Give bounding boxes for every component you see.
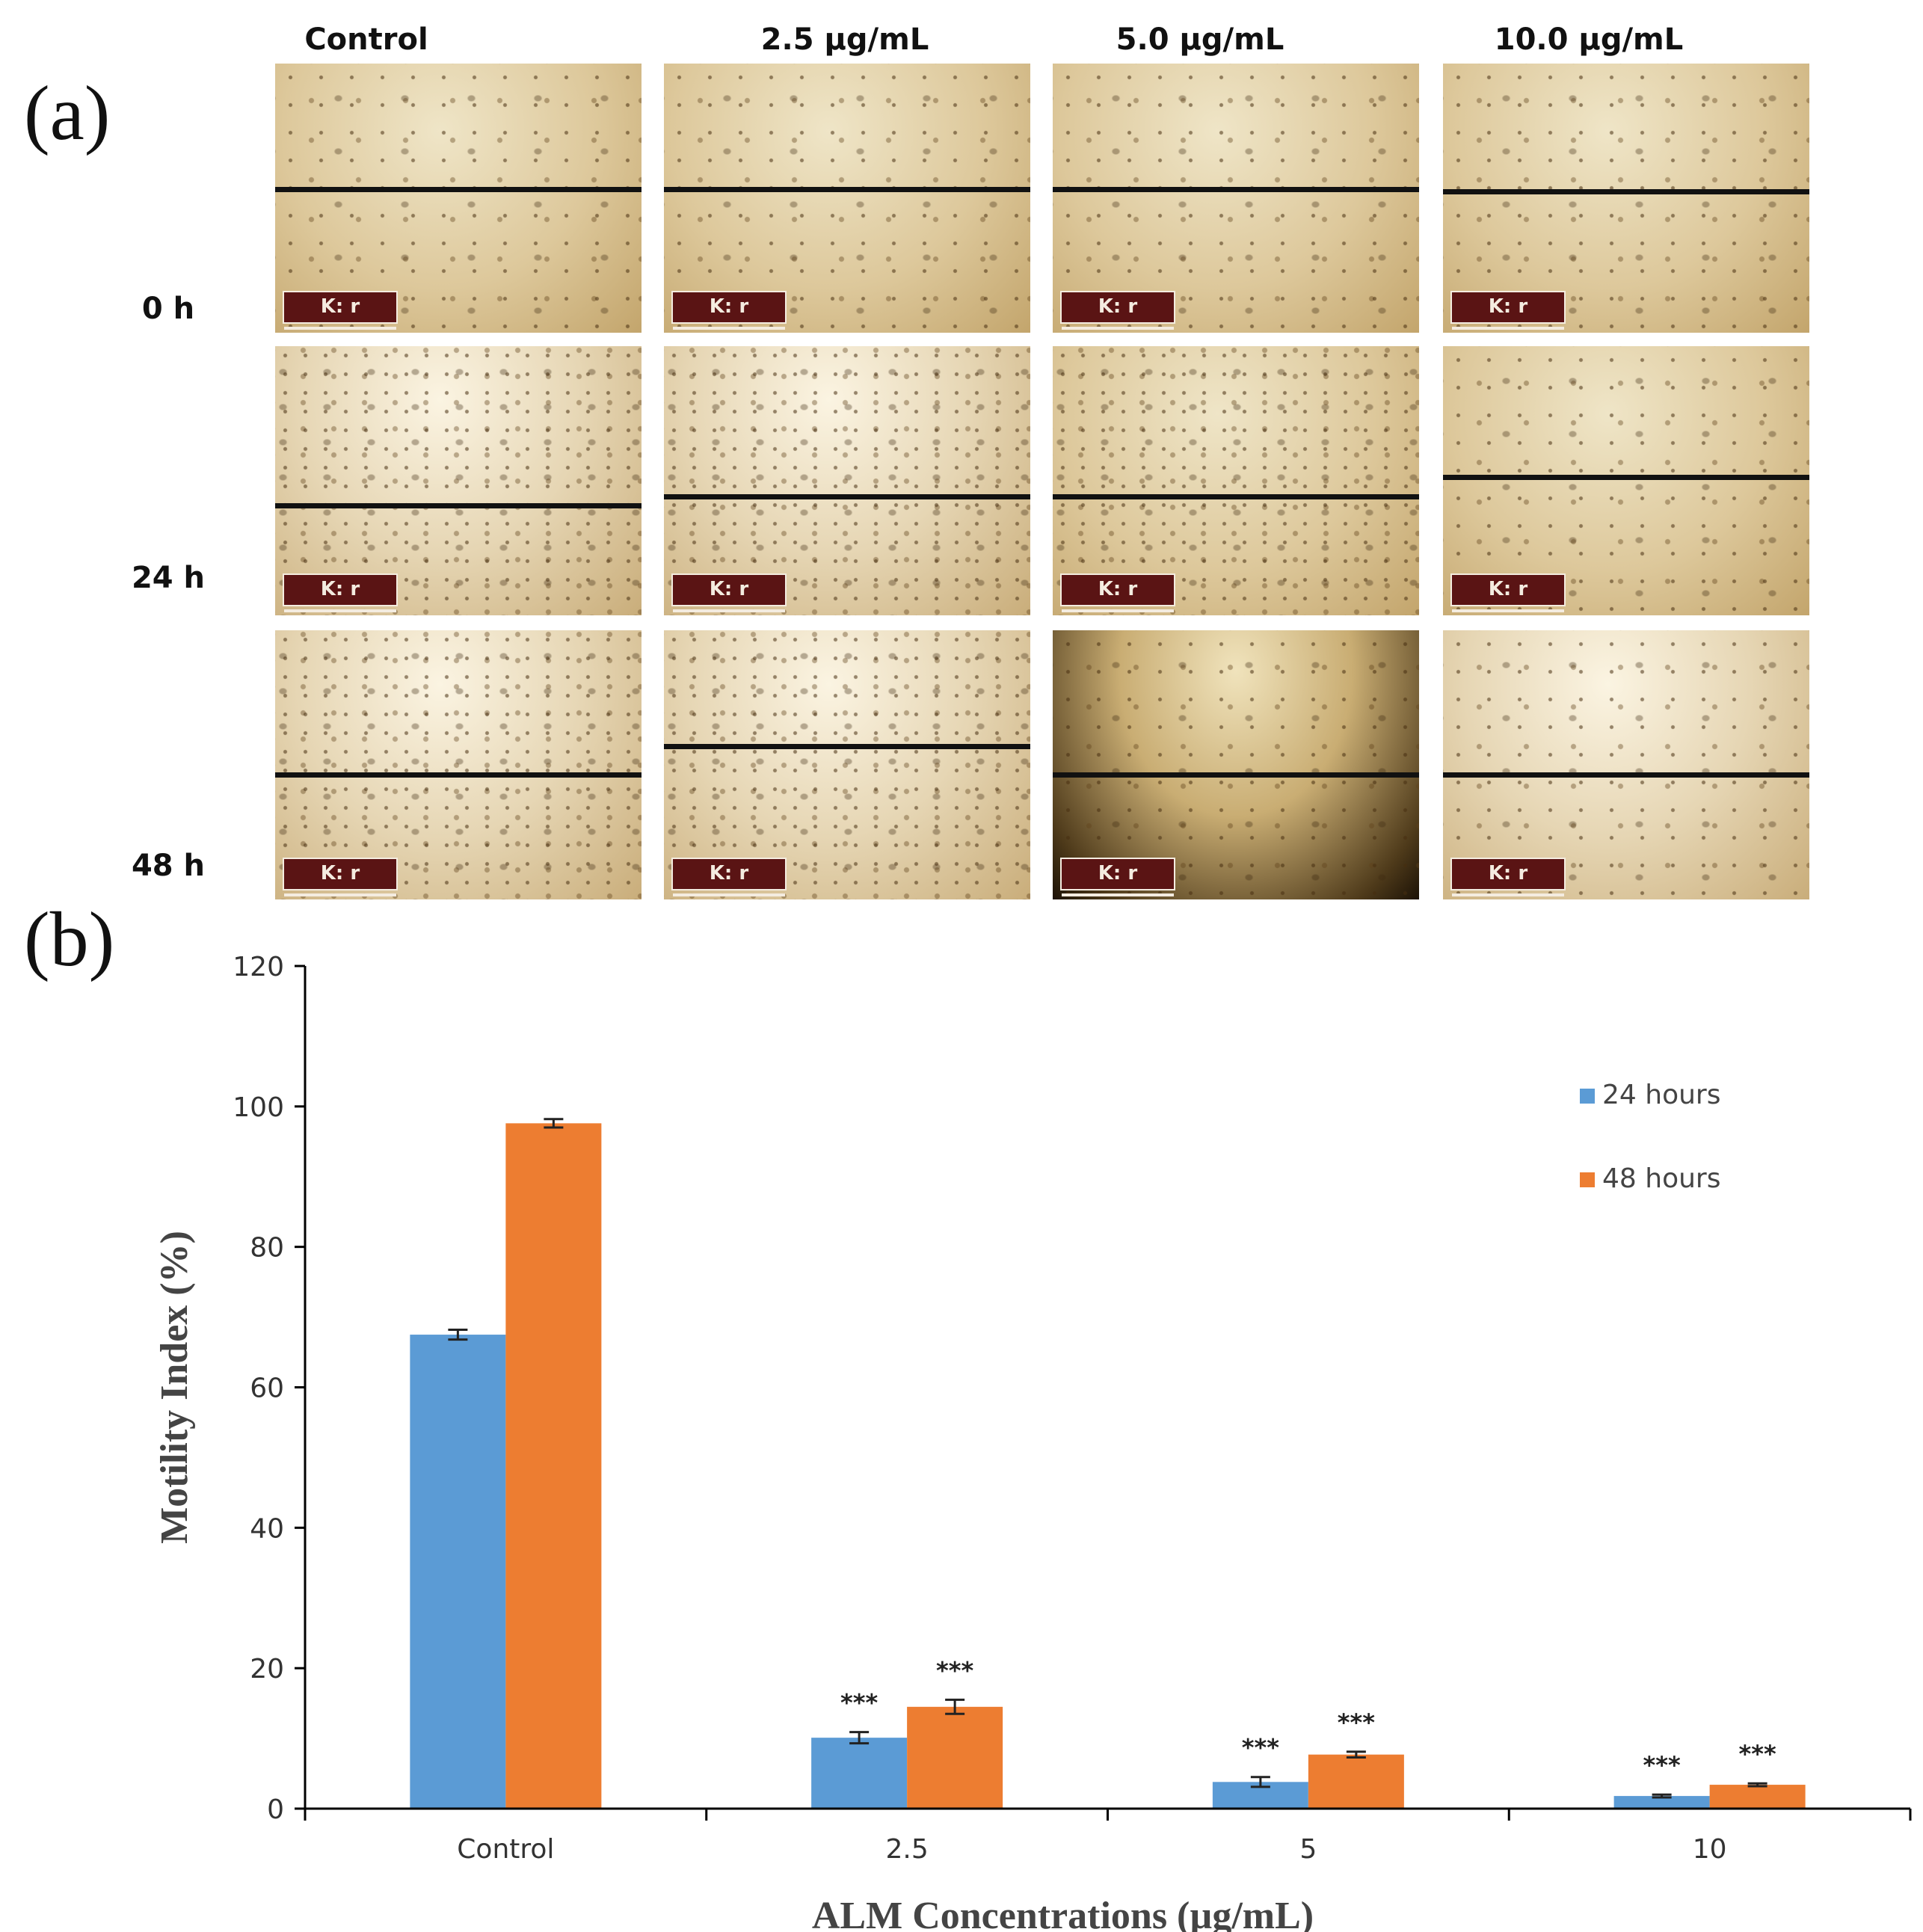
row-header-0h: 0 h [141,292,195,326]
scale-bar-label: K: r [1098,295,1138,318]
y-tick-label: 40 [250,1513,284,1544]
scale-bar: K: r [1450,858,1566,896]
y-tick-label: 60 [250,1373,284,1404]
scale-bar: K: r [1450,291,1566,330]
scale-bar: K: r [1060,573,1175,612]
scale-bar-label: K: r [1098,862,1138,885]
scale-bar-label: K: r [709,578,749,600]
x-tick-label: 2.5 [885,1834,928,1865]
column-header-10-0: 10.0 µg/mL [1494,22,1684,57]
scale-bar: K: r [671,573,787,612]
y-axis-title: Motility Index (%) [153,1231,196,1544]
scale-bar-label: K: r [320,295,360,318]
bar-48h [1709,1785,1806,1809]
column-header-5-0: 5.0 µg/mL [1116,22,1284,57]
significance-marker: *** [1338,1708,1375,1737]
bar-48h [1308,1754,1404,1809]
micrograph-5-0-24h: K: r [1053,346,1419,615]
micrograph-10-0-0h: K: r [1443,64,1809,333]
scale-bar: K: r [1060,291,1175,330]
x-tick-label: 10 [1693,1834,1727,1865]
micrograph-control-24h: K: r [275,346,641,615]
y-tick-label: 0 [267,1794,284,1825]
bar-24h [410,1335,506,1809]
scale-bar-label: K: r [1488,862,1528,885]
significance-marker: *** [936,1656,973,1685]
significance-marker: *** [1242,1734,1279,1762]
scale-bar: K: r [1060,858,1175,896]
bar-24h [811,1738,908,1809]
column-header-control: Control [304,22,428,57]
scale-bar-label: K: r [1488,295,1528,318]
scale-bar: K: r [283,291,398,330]
micrograph-control-0h: K: r [275,64,641,333]
row-header-24h: 24 h [131,561,206,595]
x-tick-label: 5 [1299,1834,1317,1865]
bar-24h [1613,1796,1710,1809]
scale-bar: K: r [283,858,398,896]
legend-label-48h: 48 hours [1602,1163,1720,1194]
column-header-2-5: 2.5 µg/mL [760,22,929,57]
legend-swatch-24h [1580,1089,1595,1104]
row-header-48h: 48 h [131,849,206,883]
legend-label-24h: 24 hours [1602,1080,1720,1110]
scale-bar: K: r [283,573,398,612]
panel-b-label: (b) [24,896,115,982]
micrograph-2-5-0h: K: r [664,64,1030,333]
significance-marker: *** [1739,1740,1776,1768]
x-axis-title: ALM Concentrations (µg/mL) [812,1895,1314,1932]
scale-bar-label: K: r [709,295,749,318]
scale-bar-label: K: r [1098,578,1138,600]
scale-bar-label: K: r [320,578,360,600]
y-tick-label: 100 [233,1092,284,1123]
y-tick-label: 120 [233,952,284,982]
motility-bar-chart: 0 20 40 60 80 100 120 Control 2.5 5 10 *** *** *** **… [153,952,1912,1932]
micrograph-5-0-0h: K: r [1053,64,1419,333]
y-tick-label: 20 [250,1654,284,1685]
micrograph-10-0-48h: K: r [1443,630,1809,899]
legend-swatch-48h [1580,1172,1595,1187]
y-tick-label: 80 [250,1233,284,1264]
micrograph-2-5-24h: K: r [664,346,1030,615]
scale-bar: K: r [1450,573,1566,612]
significance-marker: *** [840,1689,878,1717]
x-tick-label: Control [457,1834,554,1865]
scale-bar-label: K: r [320,862,360,885]
micrograph-2-5-48h: K: r [664,630,1030,899]
bar-48h [505,1123,602,1809]
scale-bar: K: r [671,291,787,330]
significance-marker: *** [1643,1751,1681,1779]
panel-a-label: (a) [24,70,111,156]
scale-bar-label: K: r [1488,578,1528,600]
micrograph-5-0-48h: K: r [1053,630,1419,899]
scale-bar: K: r [671,858,787,896]
micrograph-10-0-24h: K: r [1443,346,1809,615]
scale-bar-label: K: r [709,862,749,885]
micrograph-control-48h: K: r [275,630,641,899]
bar-48h [907,1706,1003,1809]
